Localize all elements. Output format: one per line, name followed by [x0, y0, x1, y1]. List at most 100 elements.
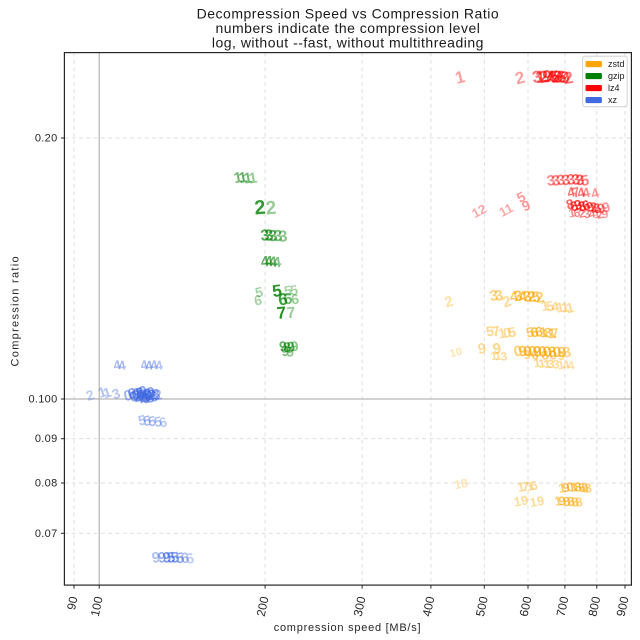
svg-text:5: 5 — [147, 412, 158, 429]
svg-text:7: 7 — [276, 303, 287, 323]
svg-text:5: 5 — [271, 281, 283, 301]
svg-text:7: 7 — [550, 324, 561, 341]
svg-text:4: 4 — [149, 357, 160, 373]
svg-text:0: 0 — [122, 387, 134, 405]
svg-text:4: 4 — [144, 357, 155, 373]
svg-text:9: 9 — [519, 197, 532, 215]
svg-text:9: 9 — [162, 549, 173, 567]
svg-text:3: 3 — [546, 356, 555, 371]
svg-text:6: 6 — [529, 477, 539, 493]
svg-text:2: 2 — [562, 68, 575, 88]
svg-text:0: 0 — [552, 343, 563, 361]
svg-text:4: 4 — [550, 298, 561, 315]
svg-text:5: 5 — [137, 411, 148, 428]
svg-text:0: 0 — [522, 343, 533, 361]
svg-text:0: 0 — [145, 384, 157, 402]
svg-text:6: 6 — [158, 413, 169, 430]
svg-text:6: 6 — [290, 291, 300, 308]
svg-text:numbers indicate the compressi: numbers indicate the compression level — [215, 20, 480, 36]
svg-text:4: 4 — [112, 357, 123, 373]
svg-text:9: 9 — [131, 385, 143, 403]
svg-text:9: 9 — [541, 66, 554, 86]
svg-text:5: 5 — [283, 282, 294, 299]
svg-text:2: 2 — [253, 197, 266, 220]
svg-text:1: 1 — [247, 169, 258, 187]
svg-text:1: 1 — [453, 67, 467, 88]
svg-text:9: 9 — [278, 338, 288, 355]
svg-text:5: 5 — [485, 322, 496, 339]
svg-text:3: 3 — [522, 288, 533, 306]
svg-text:0: 0 — [580, 480, 590, 496]
svg-text:2: 2 — [577, 206, 587, 221]
svg-text:4: 4 — [154, 357, 165, 373]
svg-text:9: 9 — [286, 338, 296, 355]
svg-text:8: 8 — [570, 494, 580, 510]
svg-text:500: 500 — [473, 595, 491, 618]
svg-text:0: 0 — [527, 343, 538, 361]
svg-text:3: 3 — [264, 227, 274, 245]
svg-text:4: 4 — [272, 254, 283, 272]
svg-text:8: 8 — [583, 480, 593, 496]
svg-text:8: 8 — [150, 386, 162, 404]
svg-text:0: 0 — [542, 343, 553, 361]
svg-text:8: 8 — [144, 389, 156, 407]
svg-text:2: 2 — [84, 386, 97, 404]
svg-text:3: 3 — [513, 287, 524, 305]
svg-text:0: 0 — [137, 383, 149, 401]
svg-text:0: 0 — [502, 324, 513, 341]
svg-text:3: 3 — [551, 357, 560, 372]
svg-text:8: 8 — [282, 339, 292, 356]
svg-text:1: 1 — [540, 297, 551, 314]
svg-text:1: 1 — [532, 355, 541, 370]
svg-text:1: 1 — [493, 348, 502, 363]
svg-text:0: 0 — [140, 389, 152, 407]
svg-text:5: 5 — [153, 413, 164, 430]
svg-text:1: 1 — [232, 169, 243, 187]
svg-text:9: 9 — [280, 343, 290, 360]
svg-text:10: 10 — [449, 346, 463, 360]
svg-text:4: 4 — [580, 184, 592, 202]
svg-text:8: 8 — [562, 493, 572, 509]
svg-text:8: 8 — [566, 493, 576, 509]
svg-text:9: 9 — [290, 338, 300, 355]
svg-text:0: 0 — [512, 342, 523, 360]
svg-text:3: 3 — [531, 67, 544, 87]
svg-text:0: 0 — [130, 387, 142, 405]
svg-text:2: 2 — [442, 293, 455, 312]
svg-text:0.08: 0.08 — [35, 478, 58, 490]
svg-text:3: 3 — [566, 171, 577, 189]
svg-text:0.100: 0.100 — [28, 394, 57, 406]
svg-text:4: 4 — [260, 253, 271, 271]
svg-text:3: 3 — [110, 385, 123, 403]
svg-text:7: 7 — [520, 478, 530, 494]
svg-text:4: 4 — [508, 288, 520, 306]
svg-text:9: 9 — [285, 343, 295, 360]
svg-text:2: 2 — [534, 289, 545, 307]
svg-text:3: 3 — [273, 228, 283, 246]
svg-text:1: 1 — [556, 357, 565, 372]
svg-text:6: 6 — [185, 550, 196, 568]
svg-text:8: 8 — [561, 344, 572, 362]
svg-text:19: 19 — [513, 492, 530, 509]
svg-text:1: 1 — [567, 205, 577, 220]
svg-text:18: 18 — [453, 476, 469, 493]
svg-text:Compression ratio: Compression ratio — [10, 255, 22, 366]
svg-text:6: 6 — [577, 479, 587, 495]
svg-text:6: 6 — [277, 290, 288, 310]
svg-text:1: 1 — [555, 298, 566, 315]
svg-text:5: 5 — [289, 281, 300, 298]
svg-text:5: 5 — [170, 549, 181, 567]
svg-text:9: 9 — [532, 343, 543, 361]
svg-text:5: 5 — [254, 283, 265, 300]
svg-text:6: 6 — [555, 67, 568, 87]
svg-text:200: 200 — [254, 595, 272, 618]
svg-text:1: 1 — [557, 480, 567, 496]
svg-text:12: 12 — [469, 201, 489, 221]
svg-text:8: 8 — [540, 347, 550, 363]
svg-text:0: 0 — [530, 347, 540, 363]
svg-text:6: 6 — [180, 550, 191, 568]
svg-text:compression speed [MB/s]: compression speed [MB/s] — [274, 622, 422, 634]
svg-text:0: 0 — [135, 387, 147, 405]
svg-text:1: 1 — [497, 324, 508, 341]
svg-text:4: 4 — [566, 358, 575, 373]
